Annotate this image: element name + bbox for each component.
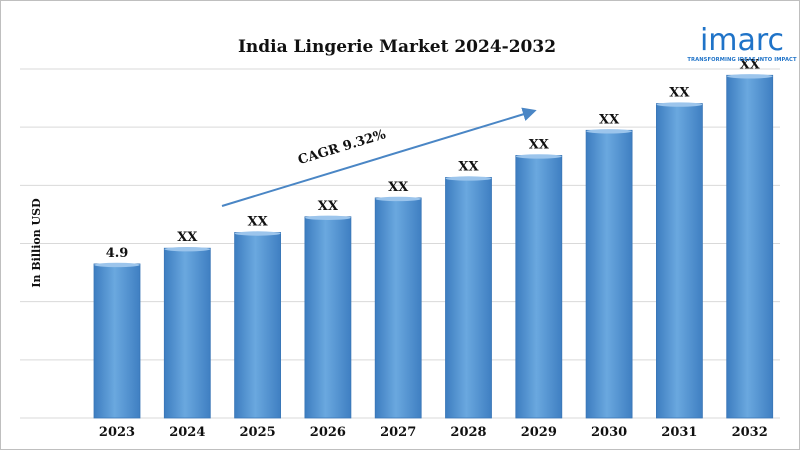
y-axis-label: In Billion USD [30,198,43,288]
logo-wordmark: imarc [700,23,784,58]
bar-cap-2027 [375,196,422,202]
data-label-2023: 4.9 [106,246,129,261]
data-label-2029: XX [529,137,550,152]
bar-cap-2032 [726,74,773,79]
bar-2029 [515,155,563,419]
data-label-2032: XX [740,57,761,72]
x-tick-2031: 2031 [661,425,697,440]
data-label-2027: XX [388,180,409,195]
bar-2030 [585,129,633,419]
bar-2027 [374,197,422,419]
x-tick-2029: 2029 [521,425,557,440]
logo-tagline: TRANSFORMING IDEAS INTO IMPACT [687,57,797,63]
cagr-annotation: CAGR 9.32% [296,127,388,168]
data-label-2030: XX [599,112,620,127]
imarc-logo: imarc TRANSFORMING IDEAS INTO IMPACT [687,23,797,63]
cagr-arrow [221,107,537,207]
bar-cap-2024 [164,247,211,252]
data-label-2025: XX [248,214,269,229]
bar-cap-2026 [304,215,351,220]
x-tick-2023: 2023 [99,425,135,440]
chart-title: India Lingerie Market 2024-2032 [238,37,556,57]
bar-2032 [726,74,774,419]
bar-2025 [234,232,282,419]
bar-2026 [304,216,352,419]
bars [93,74,774,419]
bar-2028 [445,177,492,419]
x-tick-labels: 2023 2024 2025 2026 2027 2028 2029 2030 2031 2032 [99,425,768,440]
data-label-2024: XX [177,230,198,245]
bar-cap-2029 [515,154,562,159]
data-labels: 4.9 XX XX XX XX XX XX XX XX XX [106,57,761,261]
x-tick-2024: 2024 [169,425,205,440]
data-label-2028: XX [458,159,479,174]
x-tick-2026: 2026 [310,425,346,440]
x-tick-2028: 2028 [450,425,486,440]
bar-2023 [93,263,141,419]
x-tick-2030: 2030 [591,425,627,440]
x-tick-2027: 2027 [380,425,416,440]
data-label-2031: XX [669,86,690,101]
bar-2031 [656,103,703,419]
bar-cap-2025 [234,231,281,236]
bar-cap-2028 [445,176,492,181]
data-label-2026: XX [318,199,339,214]
bar-cap-2031 [656,102,703,107]
bar-cap-2030 [586,129,633,134]
x-tick-2032: 2032 [732,425,768,440]
bar-2024 [163,247,211,419]
x-tick-2025: 2025 [240,425,276,440]
bar-cap-2023 [94,262,140,268]
